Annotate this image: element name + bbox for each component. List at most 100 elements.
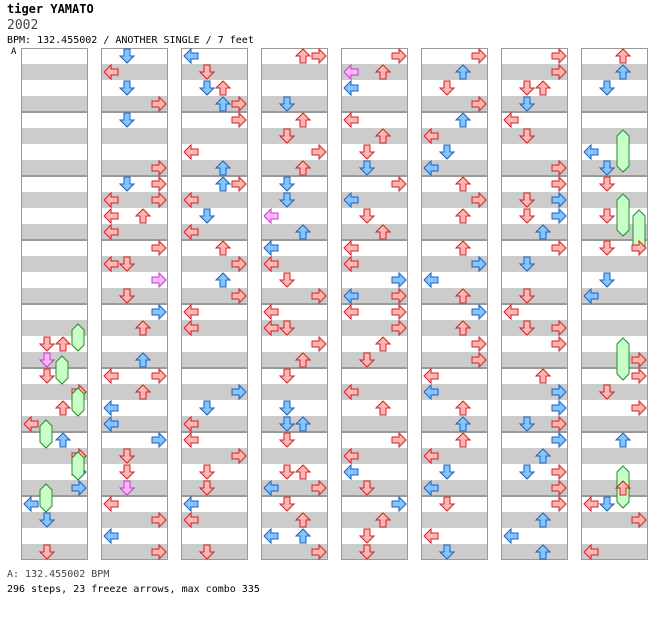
- step-arrow: [23, 495, 39, 513]
- step-arrow: [358, 480, 376, 496]
- beat-row: [501, 304, 568, 320]
- step-arrow: [134, 320, 152, 336]
- step-arrow: [118, 448, 136, 464]
- step-arrow: [551, 175, 567, 193]
- beat-row: [421, 352, 488, 368]
- step-arrow: [583, 143, 599, 161]
- step-arrow: [118, 480, 136, 496]
- step-arrow: [151, 511, 167, 529]
- measure-frame: [101, 176, 168, 240]
- step-arrow: [263, 319, 279, 337]
- step-arrow: [263, 255, 279, 273]
- step-arrow: [374, 128, 392, 144]
- step-arrow: [278, 432, 296, 448]
- beat-row: [341, 288, 408, 304]
- step-arrow: [551, 63, 567, 81]
- measure-frame: [101, 48, 168, 112]
- beat-row: [501, 224, 568, 240]
- step-arrow: [358, 144, 376, 160]
- beat-row: [181, 304, 248, 320]
- step-arrow: [454, 208, 472, 224]
- beat-row: [341, 464, 408, 480]
- step-arrow: [183, 511, 199, 529]
- measure-frame: [421, 432, 488, 496]
- beat-row: [421, 48, 488, 64]
- beat-row: [181, 448, 248, 464]
- beat-row: [581, 128, 648, 144]
- step-arrow: [151, 303, 167, 321]
- measure-frame: [581, 496, 648, 560]
- beat-row: [421, 368, 488, 384]
- step-arrow: [278, 192, 296, 208]
- beat-row: [21, 448, 88, 464]
- step-arrow: [343, 255, 359, 273]
- step-arrow: [231, 255, 247, 273]
- beat-row: [181, 240, 248, 256]
- beat-row: [341, 400, 408, 416]
- step-arrow: [391, 271, 407, 289]
- step-arrow: [198, 400, 216, 416]
- step-arrow: [343, 79, 359, 97]
- step-arrow: [583, 543, 599, 561]
- beat-row: [341, 112, 408, 128]
- beat-row: [181, 384, 248, 400]
- step-arrow: [103, 399, 119, 417]
- step-arrow: [151, 175, 167, 193]
- beat-row: [581, 512, 648, 528]
- step-arrow: [103, 495, 119, 513]
- beat-row: [581, 448, 648, 464]
- beat-row: [341, 224, 408, 240]
- beat-row: [261, 352, 328, 368]
- footer-stats: 296 steps, 23 freeze arrows, max combo 3…: [7, 584, 260, 595]
- beat-row: [181, 416, 248, 432]
- beat-row: [421, 448, 488, 464]
- beat-row: [261, 64, 328, 80]
- step-arrow: [454, 432, 472, 448]
- step-arrow: [231, 175, 247, 193]
- beat-row: [101, 544, 168, 560]
- beat-row: [101, 304, 168, 320]
- step-arrow: [454, 112, 472, 128]
- beat-row: [341, 96, 408, 112]
- step-arrow: [343, 287, 359, 305]
- beat-row: [101, 192, 168, 208]
- step-arrow: [54, 432, 72, 448]
- beat-row: [501, 400, 568, 416]
- beat-row: [581, 192, 648, 208]
- beat-row: [421, 176, 488, 192]
- beat-row: [21, 64, 88, 80]
- beat-row: [421, 432, 488, 448]
- step-arrow: [151, 159, 167, 177]
- step-arrow: [423, 527, 439, 545]
- step-arrow: [391, 319, 407, 337]
- step-arrow: [278, 176, 296, 192]
- measure-frame: [261, 48, 328, 112]
- step-arrow: [438, 464, 456, 480]
- beat-row: [21, 144, 88, 160]
- step-arrow: [278, 400, 296, 416]
- beat-row: [21, 400, 88, 416]
- step-arrow: [294, 512, 312, 528]
- beat-row: [21, 176, 88, 192]
- measure-frame: [261, 304, 328, 368]
- beat-row: [421, 128, 488, 144]
- measure-frame: [581, 112, 648, 176]
- beat-row: [181, 336, 248, 352]
- step-arrow: [423, 159, 439, 177]
- beat-row: [21, 432, 88, 448]
- measure-frame: [21, 496, 88, 560]
- beat-row: [501, 496, 568, 512]
- step-arrow: [534, 80, 552, 96]
- beat-row: [21, 80, 88, 96]
- measure-frame: [581, 368, 648, 432]
- beat-row: [21, 112, 88, 128]
- beat-row: [501, 144, 568, 160]
- step-arrow: [38, 368, 56, 384]
- step-arrow: [598, 176, 616, 192]
- measure-frame: [181, 432, 248, 496]
- step-arrow: [551, 431, 567, 449]
- beat-row: [581, 64, 648, 80]
- beat-row: [341, 368, 408, 384]
- step-arrow: [471, 47, 487, 65]
- step-arrow: [151, 431, 167, 449]
